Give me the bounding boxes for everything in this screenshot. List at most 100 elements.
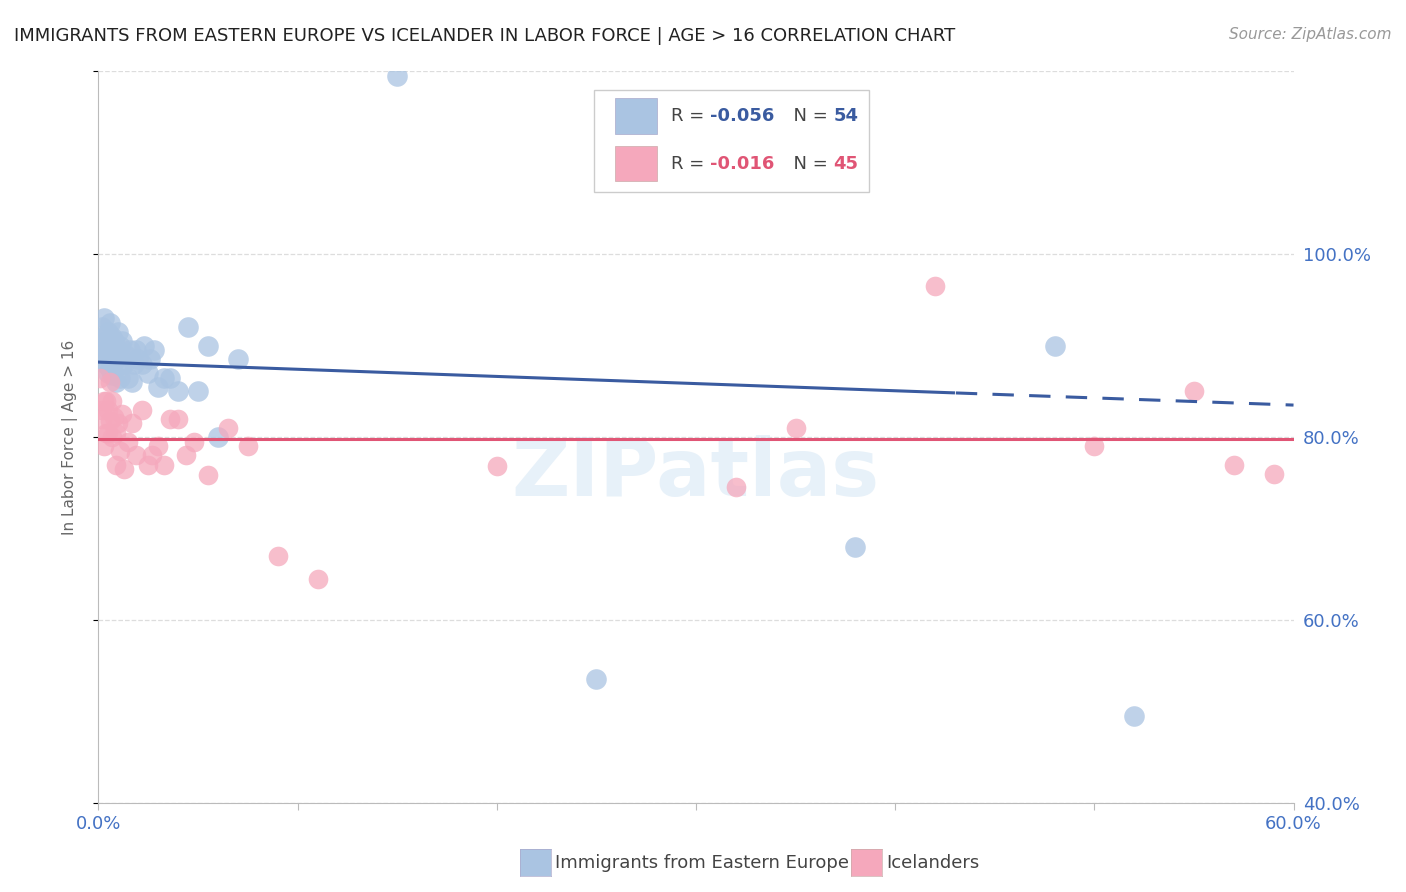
Point [93,439,115,453]
Point [785,421,807,435]
Text: IMMIGRANTS FROM EASTERN EUROPE VS ICELANDER IN LABOR FORCE | AGE > 16 CORRELATIO: IMMIGRANTS FROM EASTERN EUROPE VS ICELAN… [14,27,955,45]
Point [125,343,148,358]
Point [97,425,120,440]
Point [100,339,122,353]
Point [93,348,115,362]
Point [101,368,124,382]
Point [91,339,114,353]
Point [103,334,125,348]
Text: ZIPatlas: ZIPatlas [512,434,880,513]
Text: -0.016: -0.016 [710,154,775,172]
Point [924,279,946,293]
Point [121,417,143,431]
Point [105,375,128,389]
Text: N =: N = [782,154,834,172]
Point [125,448,148,462]
Text: -0.056: -0.056 [710,107,775,125]
Point [159,370,181,384]
Point [117,370,139,384]
Point [96,357,118,371]
Point [187,384,209,399]
Point [121,375,143,389]
Point [107,343,129,358]
Point [226,352,249,367]
FancyBboxPatch shape [614,146,657,181]
Point [110,370,132,384]
Point [136,458,159,472]
Point [111,407,134,421]
Point [96,334,118,348]
Point [148,439,170,453]
Point [1182,384,1205,399]
Point [112,357,135,371]
Text: Source: ZipAtlas.com: Source: ZipAtlas.com [1229,27,1392,42]
Point [1263,467,1285,481]
Point [110,443,132,458]
Point [724,480,747,494]
Point [89,352,111,367]
Point [100,414,122,428]
Point [197,339,219,353]
Text: 45: 45 [834,154,859,172]
Point [91,402,114,417]
Point [167,412,190,426]
Point [136,366,159,380]
Point [844,540,866,554]
Point [93,311,115,326]
Point [100,361,122,376]
Y-axis label: In Labor Force | Age > 16: In Labor Force | Age > 16 [62,340,77,534]
Point [101,430,124,444]
Point [111,357,134,371]
Point [131,357,153,371]
Point [1043,339,1066,353]
Point [97,325,120,339]
Point [105,352,128,367]
Point [96,425,118,440]
Text: R =: R = [671,154,710,172]
Point [143,343,166,358]
Point [101,393,124,408]
Point [148,380,170,394]
Point [1123,709,1146,723]
Point [197,468,219,483]
Point [153,458,176,472]
Point [124,357,146,371]
Point [97,402,120,417]
Point [236,439,259,453]
Point [103,409,125,424]
Point [141,448,163,462]
Point [91,320,114,334]
Text: 54: 54 [834,107,859,125]
Point [585,673,607,687]
Point [134,339,156,353]
Point [159,412,181,426]
Point [101,329,124,343]
Point [91,412,114,426]
Point [112,462,135,476]
Point [115,348,138,362]
Point [167,384,190,399]
Point [139,352,162,367]
Point [101,348,124,362]
Text: N =: N = [782,107,834,125]
Point [105,425,128,440]
Point [105,458,128,472]
Point [89,370,111,384]
Point [307,572,329,586]
Point [385,69,409,83]
Text: R =: R = [671,107,710,125]
Point [1083,439,1105,453]
Point [174,448,197,462]
Point [107,325,129,339]
Point [111,334,134,348]
Point [100,375,122,389]
Point [207,430,229,444]
Point [177,320,200,334]
FancyBboxPatch shape [595,90,869,192]
Point [153,370,176,384]
Point [217,421,239,435]
Point [107,417,129,431]
Point [127,352,149,367]
Point [131,402,153,417]
Point [93,329,115,343]
